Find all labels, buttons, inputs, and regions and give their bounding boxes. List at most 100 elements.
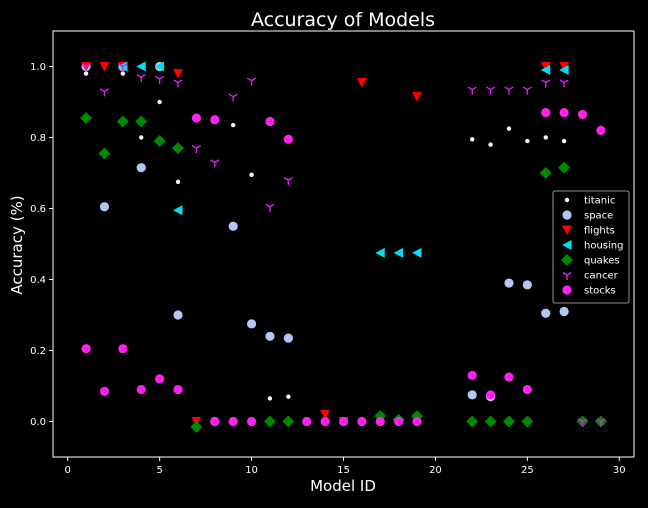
housing-point (173, 205, 183, 216)
quakes-point (466, 415, 479, 428)
chart-title: Accuracy of Models (251, 9, 435, 31)
quakes-point (98, 147, 111, 160)
cancer-point (118, 63, 128, 72)
flights-point (540, 62, 551, 72)
housing-point (136, 61, 146, 72)
cancer-point (191, 145, 202, 154)
space-point (99, 202, 110, 212)
legend-item-stocks: stocks (562, 285, 616, 297)
legend-item-cancer: cancer (562, 271, 619, 282)
legend-marker (562, 285, 572, 295)
stocks-point (283, 134, 293, 144)
cancer-point (559, 79, 569, 88)
y-tick-label: 0.4 (30, 275, 46, 286)
y-tick-label: 0.8 (30, 133, 46, 144)
stocks-point (559, 108, 569, 118)
stocks-point (485, 390, 496, 400)
cancer-point (173, 79, 183, 88)
legend-label: housing (584, 241, 623, 252)
legend-marker (564, 197, 570, 203)
stocks-point (210, 115, 220, 125)
series-cancer (81, 63, 606, 427)
stocks-point (320, 416, 330, 427)
titanic-point (470, 137, 475, 142)
x-tick-label: 10 (245, 465, 258, 476)
titanic-point (286, 394, 291, 399)
space-point (522, 280, 532, 290)
legend-marker (561, 254, 573, 266)
legend: titanic space flights housing quakes cancer st… (552, 190, 630, 304)
stocks-point (522, 384, 532, 395)
cancer-point (522, 86, 533, 95)
flights-point (173, 69, 184, 79)
quakes-point (558, 161, 571, 174)
quakes-point (484, 415, 497, 428)
legend-label: cancer (584, 271, 619, 282)
titanic-point (120, 71, 126, 76)
legend-marker (562, 225, 572, 235)
legend-label: quakes (584, 256, 620, 267)
x-tick-label: 30 (613, 465, 626, 476)
cancer-point (210, 159, 220, 168)
quakes-point (263, 415, 276, 428)
cancer-point (504, 86, 514, 95)
titanic-point (561, 138, 567, 144)
y-tick-label: 0.0 (30, 417, 46, 428)
housing-point (412, 247, 422, 258)
cancer-point (228, 93, 238, 102)
legend-item-titanic: titanic (564, 196, 615, 207)
titanic-point (267, 396, 273, 401)
housing-point (375, 247, 385, 258)
cancer-point (596, 418, 606, 427)
stocks-point (338, 416, 349, 427)
cancer-point (485, 86, 496, 95)
titanic-point (525, 138, 530, 144)
stocks-point (246, 416, 257, 427)
cancer-point (283, 176, 293, 186)
stocks-point (302, 416, 312, 427)
cancer-point (136, 74, 146, 83)
stocks-point (81, 344, 91, 354)
cancer-point (99, 88, 110, 97)
cancer-point (81, 63, 91, 72)
cancer-point (467, 86, 477, 95)
space-point (467, 390, 477, 400)
housing-point (154, 61, 165, 72)
data-marks (80, 61, 607, 433)
space-point (283, 333, 293, 343)
quakes-point (80, 111, 93, 124)
quakes-point (153, 135, 166, 148)
space-point (136, 163, 146, 173)
x-tick-label: 5 (156, 465, 162, 476)
stocks-point (596, 125, 606, 135)
stocks-point (155, 374, 165, 384)
legend-label: flights (584, 226, 615, 237)
legend-box (552, 190, 630, 304)
space-point (559, 306, 569, 317)
flights-point (356, 77, 367, 88)
space-point (504, 278, 514, 288)
space-point (246, 319, 257, 329)
stocks-point (99, 386, 110, 396)
legend-item-space: space (562, 210, 613, 222)
legend-item-quakes: quakes (561, 254, 620, 267)
quakes-point (539, 167, 552, 179)
titanic-point (506, 126, 512, 131)
flights-point (99, 62, 110, 72)
flights-point (412, 92, 423, 102)
stocks-point (228, 416, 238, 427)
titanic-point (157, 99, 162, 105)
housing-point (393, 247, 404, 258)
titanic-point (83, 71, 89, 76)
space-point (265, 331, 275, 341)
legend-marker (562, 210, 572, 220)
series-stocks (81, 108, 606, 427)
stocks-point (191, 113, 202, 123)
quakes-point (172, 142, 185, 155)
stocks-point (412, 416, 422, 427)
x-tick-label: 15 (337, 465, 350, 476)
legend-label: stocks (584, 286, 616, 297)
